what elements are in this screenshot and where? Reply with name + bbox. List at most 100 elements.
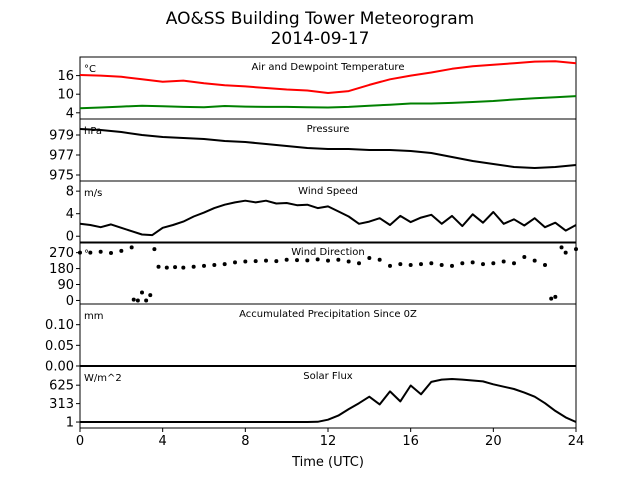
figure-subtitle-date: 2014-09-17 [271,29,370,49]
panel-3-point [98,249,103,254]
x-tick-label: 20 [485,434,502,449]
panel-4-title: Accumulated Precipitation Since 0Z [239,309,417,320]
x-tick-label: 24 [568,434,585,449]
panel-3-point [491,261,496,266]
panel-3-point [295,258,299,263]
panel-3-ytick-label: 0 [66,294,74,309]
panel-3-point [377,257,382,262]
panel-3-point [148,293,153,298]
panel-3-point [253,259,258,264]
panel-5-ytick-label: 313 [49,397,74,412]
figure-title: AO&SS Building Tower Meteorogram [166,9,474,29]
panel-3-point [233,260,237,265]
panel-3-point [131,297,136,302]
panel-3-point [156,264,161,269]
panel-3-point [346,259,351,264]
panel-3-point [212,263,217,268]
panel-3-point [522,255,527,260]
panel-3-point [173,265,178,270]
panel-1-ytick-label: 975 [49,169,74,184]
panel-3-point [470,260,475,265]
panel-3-point [543,263,547,268]
panel-3-point [357,261,361,266]
panel-3-point [191,264,196,269]
panel-3-point [501,259,506,264]
panel-1-unit: hPa [84,126,102,137]
panel-5-ytick-label: 625 [49,379,74,394]
panel-3-point [284,257,289,262]
panel-0-ytick-label: 10 [57,88,74,103]
panel-5-unit: W/m^2 [84,373,122,384]
panel-1-series-0-line [79,128,577,169]
panel-4-ytick-label: 0.05 [45,339,74,354]
panel-0-unit: °C [84,64,96,75]
panel-3-point [164,265,169,270]
panel-3-point [109,250,113,255]
panel-3-point [553,294,558,299]
panel-0-series-1-line [79,95,577,110]
x-tick-label: 8 [241,434,249,449]
panel-3-point [481,262,485,267]
panel-3-point [88,250,93,255]
panel-4-ytick-label: 0.10 [45,318,74,333]
panel-2-ytick-label: 4 [66,207,74,222]
panel-3-point [512,261,516,266]
panel-1-title: Pressure [307,124,350,135]
panel-2-frame [79,180,577,244]
panel-3-point [119,248,124,253]
panel-3-point [398,262,403,267]
panel-3-point [315,257,320,262]
panel-0-series-0-line [79,60,577,94]
panel-3-point [243,259,248,264]
panel-3-point [144,298,149,303]
panel-2-series-0-line [79,199,577,237]
panel-3-point [559,245,564,250]
panel-3-point [305,258,310,263]
panel-3-ytick-label: 180 [49,262,74,277]
panel-3-point [429,261,434,266]
x-tick-label: 12 [320,434,337,449]
panel-3-title: Wind Direction [291,247,365,258]
panel-3-point [274,259,279,264]
panel-3-point [574,247,578,252]
panel-1-ytick-label: 979 [49,129,74,144]
panel-5-ytick-label: 1 [66,416,74,431]
x-tick-label: 4 [159,434,167,449]
panel-0-title: Air and Dewpoint Temperature [252,62,405,73]
panel-3-point [450,263,454,268]
panel-0-ytick-label: 16 [57,69,74,84]
panel-3-point [135,298,140,303]
panel-3-point [222,262,227,267]
panel-3-point [129,245,134,250]
panel-3-point [532,258,537,263]
panel-0-ytick-label: 4 [66,106,74,121]
panel-3-point [140,290,144,295]
panel-3-point [419,262,423,267]
panel-4-unit: mm [84,311,103,322]
panel-3-point [408,263,413,268]
panel-3-unit: ° [84,249,89,260]
panel-2-ytick-label: 0 [66,230,74,245]
panel-3-point [264,258,268,263]
panel-1-ytick-label: 977 [49,149,74,164]
panel-3-point [181,265,186,270]
panel-3-point [336,257,341,262]
panel-2-ytick-label: 8 [66,185,74,200]
panel-3-point [549,296,554,301]
panel-3-point [388,263,392,268]
panel-3-point [202,263,206,268]
panel-2-unit: m/s [84,188,102,199]
panel-3-ytick-label: 270 [49,246,74,261]
panel-4-ytick-label: 0.00 [45,360,74,375]
panel-3-point [152,247,157,252]
panel-5-title: Solar Flux [303,371,353,382]
x-tick-label: 0 [76,434,84,449]
panel-3-point [367,255,372,260]
panel-3-point [78,250,82,255]
panel-5-series-0-line [80,378,577,423]
panel-2-title: Wind Speed [298,186,358,197]
x-tick-label: 16 [402,434,419,449]
